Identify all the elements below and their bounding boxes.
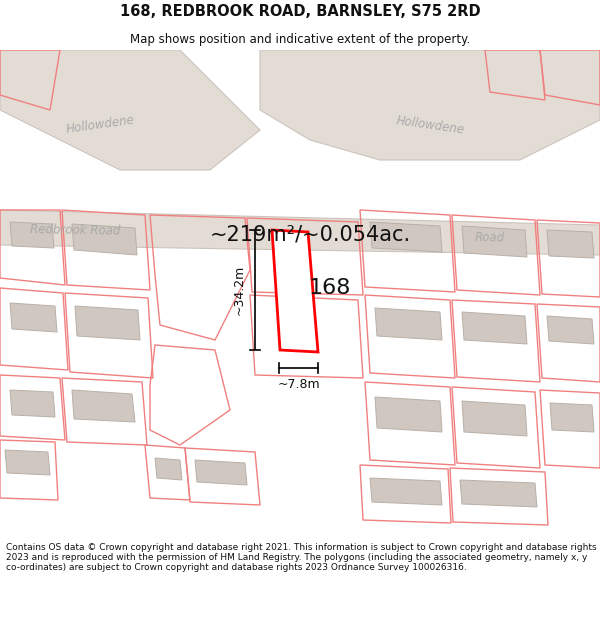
- Polygon shape: [260, 50, 600, 160]
- Polygon shape: [0, 210, 600, 255]
- Text: Contains OS data © Crown copyright and database right 2021. This information is : Contains OS data © Crown copyright and d…: [6, 542, 596, 572]
- Polygon shape: [10, 222, 54, 248]
- Polygon shape: [375, 308, 442, 340]
- Polygon shape: [370, 222, 442, 252]
- Polygon shape: [10, 303, 57, 332]
- Polygon shape: [155, 458, 182, 480]
- Polygon shape: [72, 224, 137, 255]
- Text: Redbrook Road: Redbrook Road: [30, 222, 120, 238]
- Text: ~219m²/~0.054ac.: ~219m²/~0.054ac.: [209, 225, 410, 245]
- Polygon shape: [547, 230, 594, 258]
- Text: Hollowdene: Hollowdene: [395, 114, 465, 136]
- Polygon shape: [462, 401, 527, 436]
- Text: ~7.8m: ~7.8m: [277, 378, 320, 391]
- Polygon shape: [550, 403, 594, 432]
- Text: 168: 168: [309, 278, 351, 298]
- Polygon shape: [462, 226, 527, 257]
- Text: Road: Road: [475, 231, 505, 245]
- Polygon shape: [460, 480, 537, 507]
- Polygon shape: [5, 450, 50, 475]
- Text: Hollowdene: Hollowdene: [65, 114, 135, 136]
- Polygon shape: [547, 316, 594, 344]
- Polygon shape: [375, 397, 442, 432]
- Polygon shape: [272, 230, 318, 352]
- Polygon shape: [195, 460, 247, 485]
- Text: Map shows position and indicative extent of the property.: Map shows position and indicative extent…: [130, 32, 470, 46]
- Polygon shape: [72, 390, 135, 422]
- Text: ~34.2m: ~34.2m: [233, 265, 245, 315]
- Polygon shape: [0, 50, 260, 170]
- Polygon shape: [370, 478, 442, 505]
- Polygon shape: [462, 312, 527, 344]
- Polygon shape: [75, 306, 140, 340]
- Text: 168, REDBROOK ROAD, BARNSLEY, S75 2RD: 168, REDBROOK ROAD, BARNSLEY, S75 2RD: [119, 4, 481, 19]
- Polygon shape: [10, 390, 55, 417]
